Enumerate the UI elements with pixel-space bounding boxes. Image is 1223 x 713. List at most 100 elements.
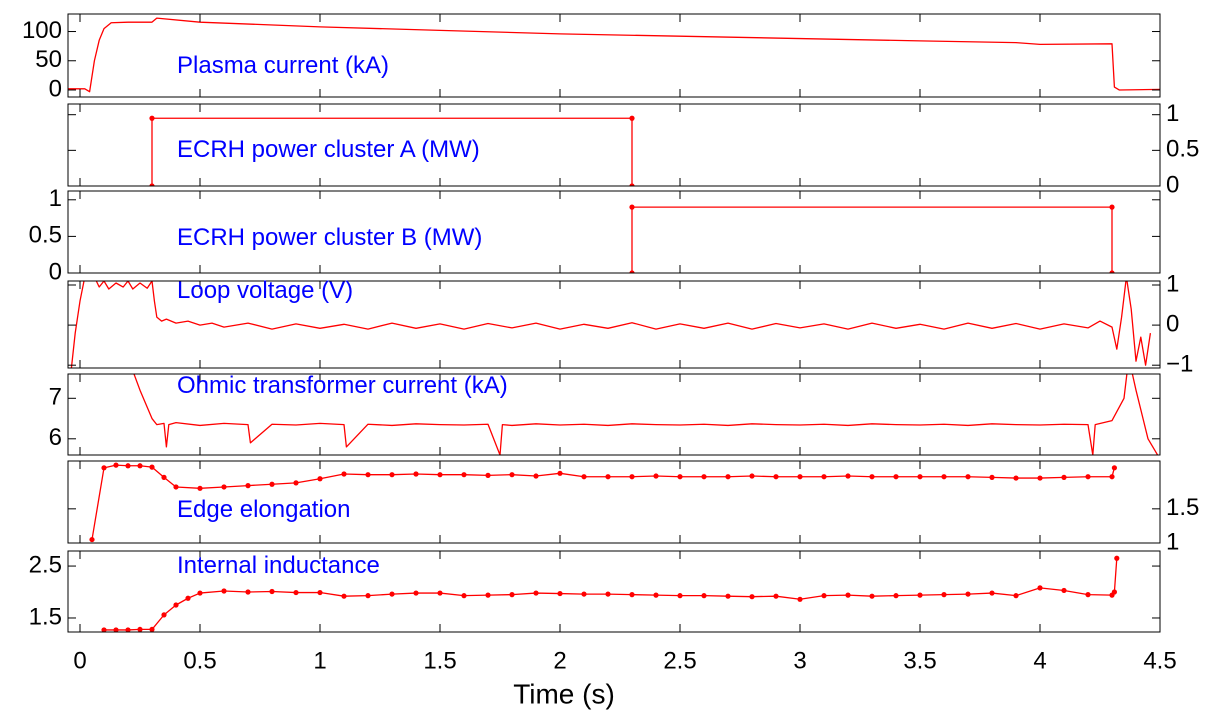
data-point [485, 592, 491, 598]
data-point [173, 602, 179, 608]
plot-area [629, 204, 1115, 273]
x-tick-label: 3 [793, 647, 806, 674]
data-point [197, 485, 203, 491]
y-tick-label: 0 [49, 258, 62, 285]
data-point [125, 627, 131, 632]
panel: 6 7 Ohmic transformer current (kA) [49, 372, 1161, 456]
data-point [1109, 204, 1115, 210]
data-point [725, 474, 731, 480]
data-point [629, 474, 635, 480]
data-point [845, 473, 851, 479]
data-point [341, 471, 347, 477]
data-point [797, 596, 803, 602]
data-point [629, 115, 635, 121]
data-line [68, 17, 1160, 93]
data-point [461, 593, 467, 599]
x-axis-label: Time (s) [513, 678, 615, 709]
y-tick-label: 1 [1166, 528, 1179, 555]
data-point [581, 591, 587, 597]
data-point [749, 473, 755, 479]
data-point [701, 593, 707, 599]
x-tick-label: 2.5 [663, 647, 696, 674]
data-point [533, 590, 539, 596]
plot-area [89, 462, 1117, 543]
data-point [845, 592, 851, 598]
data-line [133, 374, 1159, 455]
panel: 0 0.5 1 ECRH power cluster A (MW) [67, 100, 1199, 198]
panel-title: Edge elongation [177, 496, 350, 523]
data-point [677, 474, 683, 480]
data-point [389, 472, 395, 478]
data-point [989, 474, 995, 480]
data-point [773, 593, 779, 599]
data-point [221, 484, 227, 490]
data-point [557, 590, 563, 597]
data-point [149, 115, 155, 121]
panel: 0 0.5 1 ECRH power cluster B (MW) [29, 185, 1161, 285]
panel-title: ECRH power cluster B (MW) [177, 224, 482, 251]
data-point [629, 183, 635, 186]
data-point [461, 472, 467, 478]
plot-area [70, 281, 1152, 368]
y-tick-label: 100 [22, 17, 62, 44]
y-tick-label: 7 [49, 384, 62, 411]
data-point [965, 474, 971, 480]
data-point [101, 465, 107, 471]
x-tick-label: 1.5 [423, 647, 456, 674]
data-point [701, 474, 707, 480]
data-point [893, 593, 899, 599]
frame [67, 103, 1161, 187]
panel-title: ECRH power cluster A (MW) [177, 136, 480, 163]
x-tick-label: 3.5 [903, 647, 936, 674]
data-point [605, 474, 611, 480]
x-tick-label: 0 [73, 647, 86, 674]
data-point [365, 472, 371, 478]
x-tick-label: 0.5 [183, 647, 216, 674]
data-point [1013, 475, 1019, 481]
data-point [149, 183, 155, 186]
panel-title: Plasma current (kA) [177, 52, 389, 79]
data-point [1013, 593, 1019, 599]
data-point [161, 612, 167, 618]
data-point [245, 483, 251, 489]
data-point [149, 626, 155, 632]
data-point [413, 471, 419, 477]
data-point [185, 595, 191, 601]
data-point [821, 474, 827, 480]
data-point [113, 627, 119, 632]
y-tick-label: 1.5 [29, 603, 62, 630]
data-point [389, 591, 395, 597]
data-point [1109, 270, 1115, 273]
panel-title: Loop voltage (V) [177, 277, 353, 304]
data-point [629, 204, 635, 210]
data-point [773, 474, 779, 480]
data-point [173, 484, 179, 490]
data-line [631, 206, 1113, 273]
frame [67, 190, 1161, 274]
plot-area [133, 374, 1159, 455]
data-line [70, 281, 1152, 368]
data-point [725, 593, 731, 599]
x-tick-label: 2 [553, 647, 566, 674]
data-point [221, 588, 227, 594]
y-tick-label: 0 [1166, 310, 1179, 337]
data-point [989, 590, 995, 596]
data-point [653, 592, 659, 598]
data-point [557, 470, 563, 476]
data-point [245, 589, 251, 595]
data-point [605, 591, 611, 597]
y-tick-label: 50 [35, 46, 62, 73]
data-point [869, 474, 875, 480]
data-point [821, 593, 827, 599]
data-point [1111, 465, 1117, 471]
plot-area [149, 115, 635, 186]
data-point [113, 462, 119, 468]
y-tick-label: 1.5 [1166, 494, 1199, 521]
plot-area [101, 555, 1120, 632]
data-point [161, 474, 167, 480]
data-point [941, 474, 947, 480]
data-point [293, 589, 299, 596]
data-point [893, 474, 899, 480]
